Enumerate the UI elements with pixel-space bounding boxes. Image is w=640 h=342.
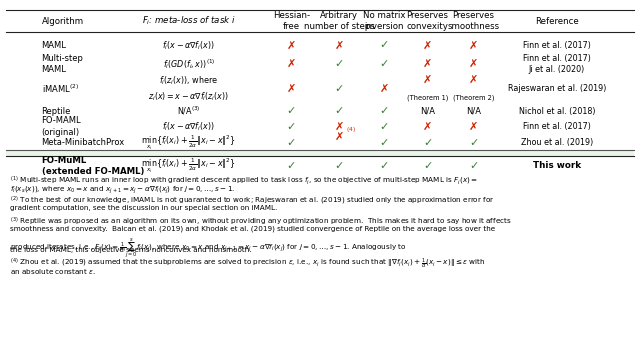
Text: ✗: ✗ — [469, 75, 478, 86]
Text: ✓: ✓ — [335, 84, 344, 94]
Text: Reference: Reference — [535, 17, 579, 26]
Text: ✗: ✗ — [287, 40, 296, 51]
Text: $f_i(GD(f_i, x))^{(1)}$: $f_i(GD(f_i, x))^{(1)}$ — [163, 57, 215, 71]
Text: $\min_{x_i}\{f_i(x_i) + \frac{1}{2\alpha}\|x_i - x\|^2\}$: $\min_{x_i}\{f_i(x_i) + \frac{1}{2\alpha… — [141, 157, 236, 175]
Text: Finn et al. (2017): Finn et al. (2017) — [523, 122, 591, 131]
Text: ✗: ✗ — [287, 84, 296, 94]
Text: N/A$^{(3)}$: N/A$^{(3)}$ — [177, 105, 200, 117]
Bar — [6, 150, 634, 156]
Text: (Theorem 1): (Theorem 1) — [407, 94, 448, 101]
Text: Finn et al. (2017)
Ji et al. (2020): Finn et al. (2017) Ji et al. (2020) — [523, 54, 591, 74]
Text: $^{(2)}$ To the best of our knowledge, iMAML is not guaranteed to work; Rajeswar: $^{(2)}$ To the best of our knowledge, i… — [10, 195, 494, 207]
Text: an absolute constant $\varepsilon$.: an absolute constant $\varepsilon$. — [10, 267, 95, 276]
Text: Multi-step
MAML: Multi-step MAML — [42, 54, 83, 74]
Text: $(4)$: $(4)$ — [346, 126, 356, 134]
Text: ✓: ✓ — [287, 106, 296, 116]
Text: ✓: ✓ — [287, 121, 296, 132]
Text: $f_i(x - \alpha\nabla f_i(x))$: $f_i(x - \alpha\nabla f_i(x))$ — [163, 120, 215, 133]
Text: Preserves
convexity: Preserves convexity — [406, 11, 449, 31]
Text: ✗: ✗ — [335, 121, 344, 132]
Text: Finn et al. (2017): Finn et al. (2017) — [523, 41, 591, 50]
Text: ✗: ✗ — [287, 59, 296, 69]
Text: ✓: ✓ — [380, 161, 388, 171]
Text: $^{(1)}$ Multi-step MAML runs an inner loop with gradient descent applied to tas: $^{(1)}$ Multi-step MAML runs an inner l… — [10, 174, 477, 187]
Text: Hessian-
free: Hessian- free — [273, 11, 310, 31]
Text: ✓: ✓ — [287, 138, 296, 148]
Text: ✓: ✓ — [423, 138, 432, 148]
Text: $f_i(x - \alpha\nabla f_i(x))$: $f_i(x - \alpha\nabla f_i(x))$ — [163, 39, 215, 52]
Text: Zhou et al. (2019): Zhou et al. (2019) — [521, 139, 593, 147]
Text: Nichol et al. (2018): Nichol et al. (2018) — [518, 107, 595, 116]
Text: Meta-MinibatchProx: Meta-MinibatchProx — [42, 139, 125, 147]
Text: ✗: ✗ — [423, 59, 432, 69]
Text: ✗: ✗ — [423, 75, 432, 86]
Text: N/A: N/A — [420, 107, 435, 116]
Text: iMAML$^{(2)}$: iMAML$^{(2)}$ — [42, 83, 79, 95]
Text: $^{(3)}$ Reptile was proposed as an algorithm on its own, without providing any : $^{(3)}$ Reptile was proposed as an algo… — [10, 216, 511, 228]
Text: $F_i$: meta-loss of task $i$: $F_i$: meta-loss of task $i$ — [142, 15, 236, 27]
Text: N/A: N/A — [466, 107, 481, 116]
Text: $^{(4)}$ Zhou et al. (2019) assumed that the subproblems are solved to precision: $^{(4)}$ Zhou et al. (2019) assumed that… — [10, 257, 485, 271]
Text: produced iterates, i.e., $F_i(x) = \frac{1}{m}\sum_{j=0}^{s} f_i(x_j)$, where $x: produced iterates, i.e., $F_i(x) = \frac… — [10, 236, 406, 260]
Text: the loss of MAML, this objective seems nonconvex and nonsmooth.: the loss of MAML, this objective seems n… — [10, 247, 251, 253]
Text: MAML: MAML — [42, 41, 67, 50]
Text: ✓: ✓ — [380, 59, 388, 69]
Text: smoothness and convexity.  Balcan et al. (2019) and Khodak et al. (2019) studied: smoothness and convexity. Balcan et al. … — [10, 226, 495, 233]
Text: gradient computation, see the discussion in our special section on iMAML.: gradient computation, see the discussion… — [10, 205, 277, 211]
Text: $\min_{x_i}\{f_i(x_i) + \frac{1}{2\alpha}\|x_i - x\|^2\}$: $\min_{x_i}\{f_i(x_i) + \frac{1}{2\alpha… — [141, 134, 236, 152]
Text: ✓: ✓ — [469, 161, 478, 171]
Text: ✓: ✓ — [335, 161, 344, 171]
Text: (Theorem 2): (Theorem 2) — [453, 94, 494, 101]
Text: Rajeswaran et al. (2019): Rajeswaran et al. (2019) — [508, 84, 606, 93]
Text: ✓: ✓ — [380, 121, 388, 132]
Text: ✓: ✓ — [380, 40, 388, 51]
Text: ✗: ✗ — [469, 59, 478, 69]
Text: Reptile: Reptile — [42, 107, 71, 116]
Text: ✗: ✗ — [380, 84, 388, 94]
Text: ✓: ✓ — [380, 106, 388, 116]
Text: ✗: ✗ — [469, 121, 478, 132]
Text: FO-MuML
(extended FO-MAML): FO-MuML (extended FO-MAML) — [42, 156, 144, 176]
Text: Algorithm: Algorithm — [42, 17, 84, 26]
Text: ✓: ✓ — [335, 59, 344, 69]
Text: ✓: ✓ — [423, 161, 432, 171]
Text: Preserves
smoothness: Preserves smoothness — [447, 11, 500, 31]
Text: Arbitrary
number of steps: Arbitrary number of steps — [304, 11, 374, 31]
Text: FO-MAML
(original): FO-MAML (original) — [42, 117, 81, 136]
Text: ✗: ✗ — [335, 132, 344, 142]
Text: ✗: ✗ — [469, 40, 478, 51]
Text: ✓: ✓ — [335, 106, 344, 116]
Text: $f_i(x_s(x))$, where $x_0 = x$ and $x_{j+1} = x_j - \alpha\nabla f_i(x_j)$ for $: $f_i(x_s(x))$, where $x_0 = x$ and $x_{j… — [10, 185, 235, 196]
Text: ✓: ✓ — [380, 138, 388, 148]
Text: ✗: ✗ — [335, 40, 344, 51]
Text: ✗: ✗ — [423, 40, 432, 51]
Text: No matrix
inversion: No matrix inversion — [363, 11, 405, 31]
Text: $f_i(z_i(x))$, where
$z_i(x) = x - \alpha\nabla f_i(z_i(x))$: $f_i(z_i(x))$, where $z_i(x) = x - \alph… — [148, 75, 229, 103]
Text: ✓: ✓ — [287, 161, 296, 171]
Text: This work: This work — [532, 161, 581, 170]
Text: ✗: ✗ — [423, 121, 432, 132]
Text: ✓: ✓ — [469, 138, 478, 148]
